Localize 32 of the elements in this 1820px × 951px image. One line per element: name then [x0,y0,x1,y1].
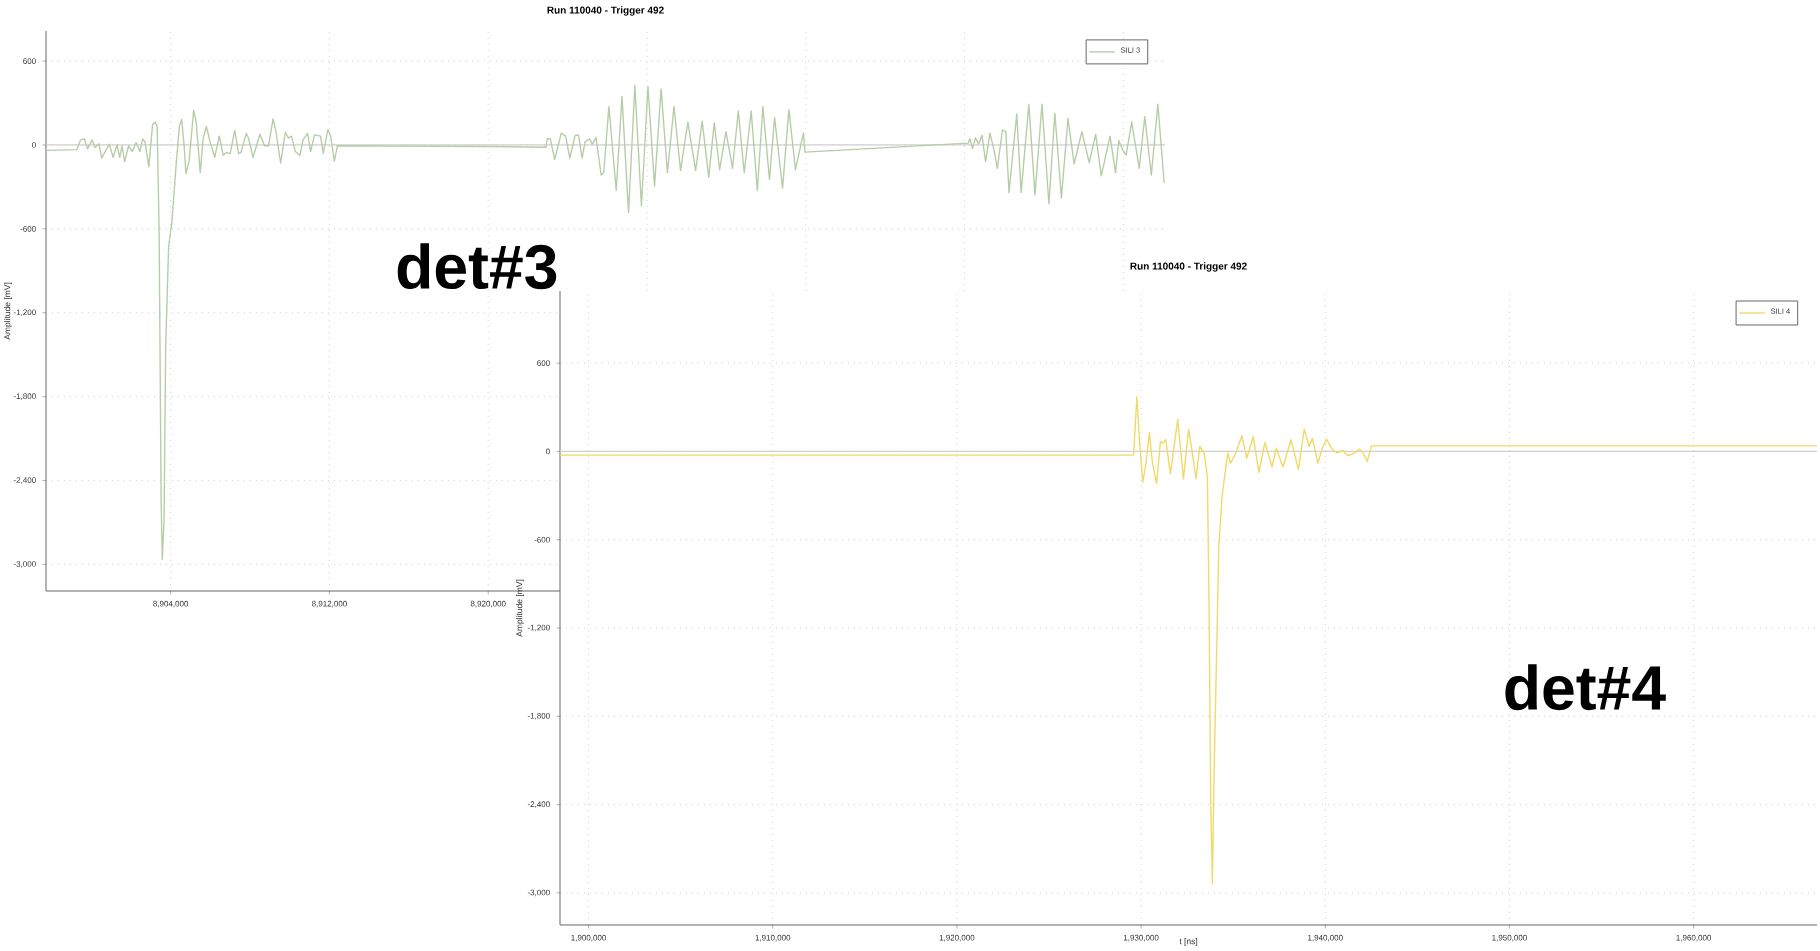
x-tick-label: 8,920,000 [470,600,506,608]
y-tick-label: 600 [23,58,36,64]
y-tick-label: -3,000 [13,561,36,568]
y-tick-label: -3,000 [527,889,550,897]
y-tick-label: 0 [32,142,36,148]
y-tick-label: -1,200 [527,624,550,632]
annotation: det#3 [397,243,557,290]
y-tick-label: -2,400 [13,477,36,484]
x-tick-label: 1,930,000 [1123,934,1159,942]
y-tick-label: -1,800 [13,393,36,400]
x-tick-label: 1,940,000 [1308,934,1343,942]
chart-title: Run 110040 - Trigger 492 [1130,262,1247,272]
y-axis-title: Amplitude [mV] [4,282,12,340]
x-tick-label: 1,910,000 [755,934,791,942]
x-axis-title: t [ns] [1179,938,1198,946]
x-tick-label: 8,912,000 [311,600,347,608]
y-tick-label: 600 [537,360,550,366]
y-tick-label: 0 [546,448,550,455]
annotation: det#4 [1505,664,1666,711]
y-tick-label: -600 [534,536,550,543]
x-tick-label: 1,900,000 [571,934,607,942]
y-axis-title: Amplitude [mV] [516,579,524,637]
x-tick-label: 1,950,000 [1492,934,1527,942]
y-tick-label: -2,400 [527,801,550,808]
y-tick-label: -1,200 [13,309,36,317]
x-tick-label: 1,920,000 [939,934,975,942]
x-tick-label: 1,960,000 [1676,934,1712,942]
chart-title: Run 110040 - Trigger 492 [547,6,664,16]
y-tick-label: -600 [20,226,36,232]
x-tick-label: 8,904,000 [153,600,189,608]
line-series [559,396,1818,885]
y-tick-label: -1,800 [527,713,550,720]
